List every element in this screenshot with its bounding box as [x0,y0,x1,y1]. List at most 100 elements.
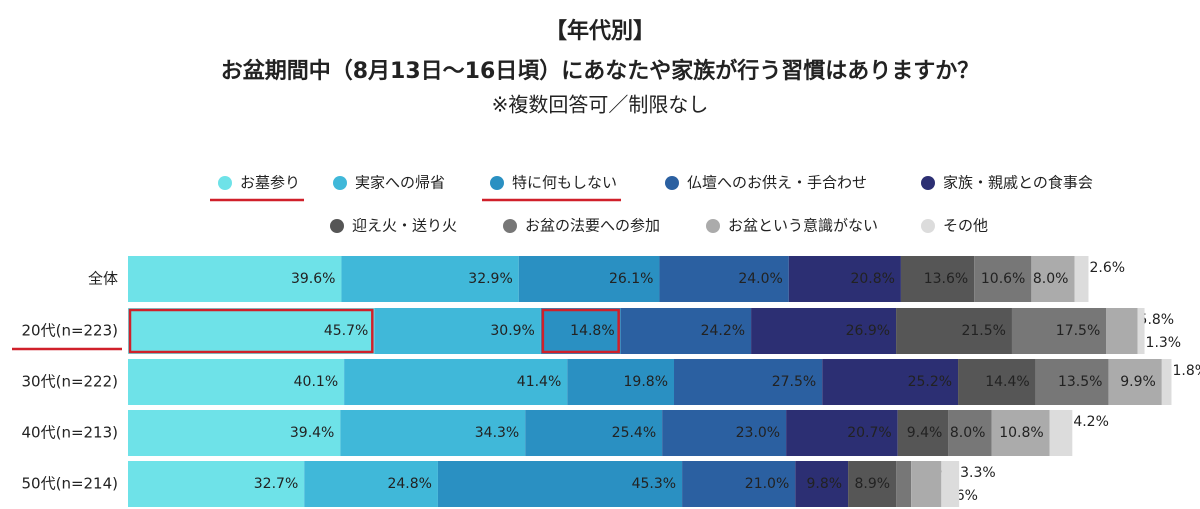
category-label: 30代(n=222) [22,373,119,391]
value-label: 24.2% [701,323,745,339]
legend-swatch [921,219,935,233]
bar-segment [941,461,960,507]
value-label: 1.8% [1173,363,1200,379]
bar-segment [974,256,1032,302]
value-label: 13.6% [924,271,968,287]
value-label: 26.1% [609,271,653,287]
bar-segment [911,461,942,507]
bar-segment [128,308,375,354]
legend-label: 実家への帰省 [355,174,445,192]
bar-segment [128,410,341,456]
bar-segment [567,359,675,405]
value-label: 8.9% [854,476,890,492]
value-label: 45.7% [324,323,368,339]
value-label: 8.0% [1033,271,1069,287]
bar-segment [128,359,345,405]
value-label: 9.9% [1120,374,1156,390]
highlight-box [541,308,620,354]
bar-segment [948,410,992,456]
bar-segment [682,461,796,507]
value-label: 14.8% [570,323,614,339]
bar-segment [437,461,683,507]
value-label: 13.5% [1058,374,1102,390]
value-label: 39.4% [290,425,334,441]
value-label: 45.3% [632,476,676,492]
category-label: 40代(n=213) [22,424,119,442]
value-label: 20.7% [847,425,891,441]
bar-segment [900,256,975,302]
value-label: 17.5% [1056,323,1100,339]
value-label: 24.0% [738,271,782,287]
bar-segment [1011,308,1107,354]
value-label: 19.8% [624,374,668,390]
value-label: 1.3% [1146,335,1182,351]
value-label: 5.8% [1139,312,1175,328]
legend-swatch [490,176,504,190]
bar-segment [958,359,1036,405]
legend-swatch [218,176,232,190]
value-label: 27.5% [772,374,816,390]
bar-segment [659,256,789,302]
value-label: 34.3% [475,425,519,441]
value-label: 24.8% [387,476,431,492]
legend-label: お墓参り [240,174,300,192]
legend-swatch [921,176,935,190]
bar-segment [1137,308,1145,354]
bar-segment [344,359,568,405]
value-label: 3.3% [960,465,996,481]
value-label: 20.8% [850,271,894,287]
legend-label: 家族・親戚との食事会 [943,174,1093,192]
legend-label: 仏壇へのお供え・手合わせ [687,174,867,192]
legend-label: 迎え火・送り火 [352,217,457,235]
bar-segment [896,461,912,507]
value-label: 26.9% [846,323,890,339]
category-label: 50代(n=214) [22,475,119,493]
legend-swatch [333,176,347,190]
bar-segment [1074,256,1089,302]
legend-swatch [665,176,679,190]
value-label: 32.7% [254,476,298,492]
bar-segment [991,410,1050,456]
value-label: 40.1% [294,374,338,390]
value-label: 21.5% [961,323,1005,339]
chart-note: ※複数回答可／制限なし [492,93,709,117]
value-label: 9.8% [807,476,843,492]
legend-label: その他 [943,217,988,235]
bar-segment [518,256,660,302]
value-label: 10.8% [999,425,1043,441]
legend-label: 特に何もしない [512,174,617,192]
bar-segment [304,461,438,507]
bar-segment [128,256,342,302]
bar-segment [1108,359,1162,405]
value-label: 25.4% [612,425,656,441]
chart-subtitle: お盆期間中（8月13日〜16日頃）にあなたや家族が行う習慣はありますか？ [221,58,980,84]
legend-label: お盆の法要への参加 [525,217,660,235]
legend-label: お盆という意識がない [728,217,878,235]
bar-segment [1035,359,1109,405]
bar-segment [374,308,541,354]
legend-swatch [706,219,720,233]
bar-segment [341,256,519,302]
value-label: 4.2% [1073,414,1109,430]
bar-segment [751,308,897,354]
value-label: 21.0% [745,476,789,492]
value-label: 14.4% [985,374,1029,390]
category-label: 20代(n=223) [22,322,119,340]
value-label: 10.6% [981,271,1025,287]
bar-segment [786,410,898,456]
bar-segment [1031,256,1075,302]
value-label: 32.9% [468,271,512,287]
highlight-box [128,308,374,354]
bar-segment [788,256,901,302]
category-label: 全体 [88,270,118,288]
bar-segment [1161,359,1172,405]
bar-segment [896,308,1012,354]
bar-segment [897,410,949,456]
bar-segment [795,461,849,507]
value-label: 2.6% [1089,260,1125,276]
legend-swatch [503,219,517,233]
bar-segment [1049,410,1073,456]
bar-segment [525,410,663,456]
bar-segment [128,461,305,507]
